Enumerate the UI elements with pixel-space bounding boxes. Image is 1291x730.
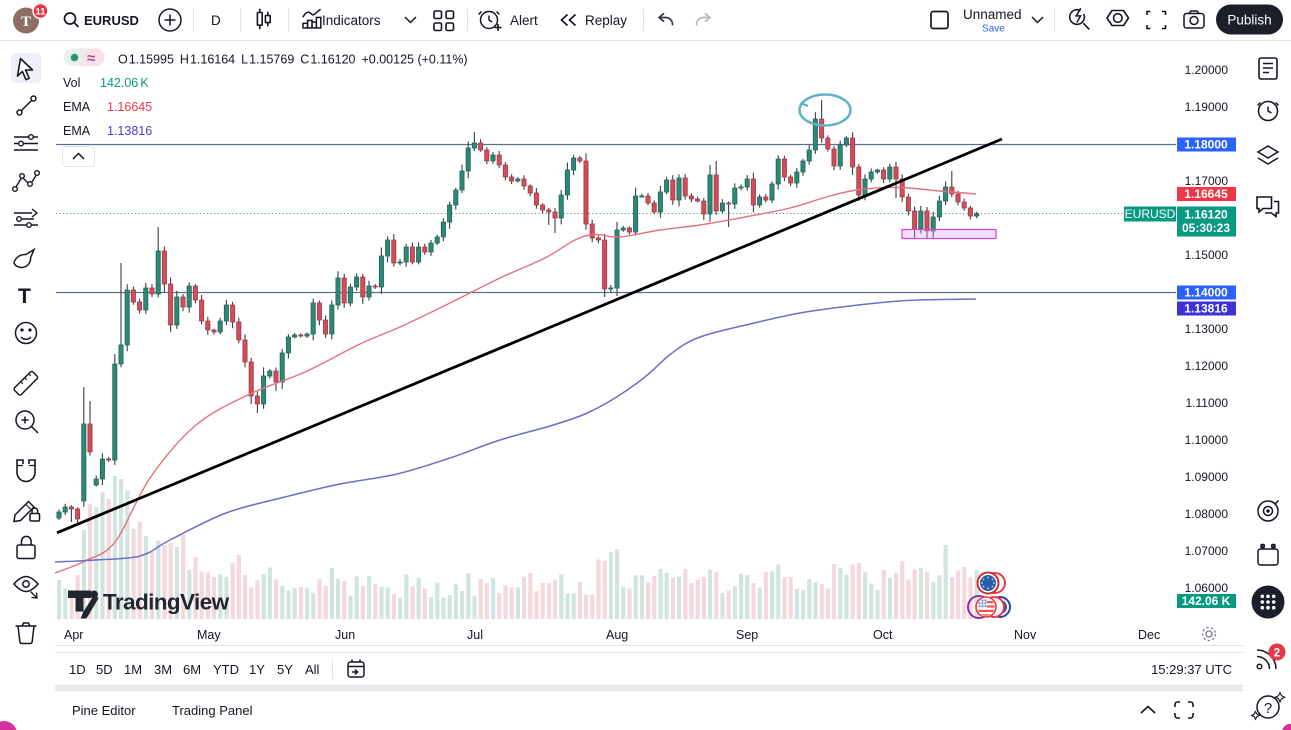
svg-text:Jun: Jun: [335, 628, 355, 642]
svg-text:Indicators: Indicators: [322, 13, 381, 28]
svg-text:Nov: Nov: [1014, 628, 1037, 642]
svg-text:Sep: Sep: [736, 628, 758, 642]
svg-text:Publish: Publish: [1227, 13, 1271, 28]
svg-text:EURUSD: EURUSD: [1125, 207, 1176, 221]
svg-text:1.10000: 1.10000: [1185, 433, 1229, 447]
svg-text:1.13000: 1.13000: [1185, 322, 1229, 336]
svg-text:1.12000: 1.12000: [1185, 359, 1229, 373]
svg-text:1.17000: 1.17000: [1185, 174, 1229, 188]
svg-text:1.13816: 1.13816: [1184, 302, 1228, 316]
svg-text:May: May: [197, 628, 221, 642]
svg-text:1.20000: 1.20000: [1185, 63, 1229, 77]
svg-text:1.18000: 1.18000: [1184, 138, 1228, 152]
svg-text:1.07000: 1.07000: [1185, 544, 1229, 558]
svg-text:EMA: EMA: [63, 100, 91, 114]
svg-text:Aug: Aug: [606, 628, 628, 642]
svg-text:1.08000: 1.08000: [1185, 507, 1229, 521]
svg-text:Oct: Oct: [873, 628, 893, 642]
svg-text:142.06 K: 142.06 K: [1182, 594, 1231, 608]
svg-text:1.15000: 1.15000: [1185, 248, 1229, 262]
svg-text:?: ?: [1264, 700, 1272, 717]
svg-text:1.09000: 1.09000: [1185, 470, 1229, 484]
svg-text:Apr: Apr: [64, 628, 83, 642]
svg-text:1.13816: 1.13816: [107, 124, 152, 138]
svg-text:1.14000: 1.14000: [1184, 286, 1228, 300]
svg-text:1.06000: 1.06000: [1185, 581, 1229, 595]
svg-text:T: T: [21, 14, 31, 30]
svg-text:Jul: Jul: [467, 628, 483, 642]
svg-text:1.16645: 1.16645: [107, 100, 152, 114]
svg-text:T: T: [18, 285, 31, 308]
svg-text:142.06K: 142.06 K: [100, 76, 149, 90]
svg-text:≈: ≈: [87, 50, 95, 67]
svg-text:Save: Save: [982, 24, 1005, 35]
svg-text:05:30:23: 05:30:23: [1182, 221, 1230, 235]
svg-text:Alert: Alert: [510, 13, 538, 28]
svg-text:2: 2: [1274, 648, 1280, 660]
svg-text:Replay: Replay: [585, 13, 627, 28]
svg-text:TradingView: TradingView: [103, 590, 230, 615]
svg-text:EMA: EMA: [63, 124, 91, 138]
svg-text:1.19000: 1.19000: [1185, 100, 1229, 114]
svg-text:D: D: [211, 13, 221, 28]
svg-text:1.16645: 1.16645: [1184, 187, 1228, 201]
svg-text:11: 11: [35, 7, 46, 18]
svg-text:Vol: Vol: [63, 76, 80, 90]
svg-text:Unnamed: Unnamed: [963, 7, 1022, 22]
svg-text:1.16120: 1.16120: [1184, 208, 1228, 222]
svg-text:EURUSD: EURUSD: [84, 13, 139, 28]
svg-text:1.11000: 1.11000: [1186, 396, 1229, 410]
svg-text:Dec: Dec: [1138, 628, 1160, 642]
